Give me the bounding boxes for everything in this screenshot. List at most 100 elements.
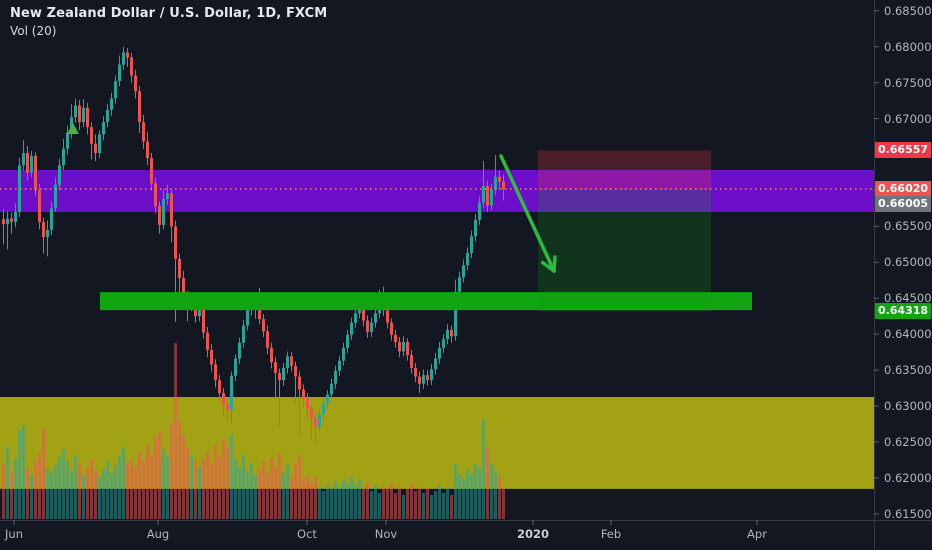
volume-bar xyxy=(182,435,185,519)
volume-bar xyxy=(46,469,49,519)
volume-bar xyxy=(330,489,333,519)
candle-body xyxy=(486,186,489,206)
candle-body xyxy=(430,369,433,381)
volume-bar xyxy=(2,464,5,519)
short-position-risk-zone[interactable] xyxy=(538,150,711,191)
candle-body xyxy=(82,107,85,123)
volume-bar xyxy=(154,437,157,519)
volume-bar xyxy=(474,464,477,519)
price-axis-label: 0.68500 xyxy=(884,3,932,18)
arrow-up-marker[interactable] xyxy=(67,123,79,134)
volume-bar xyxy=(366,483,369,519)
volume-bar xyxy=(502,489,505,519)
volume-bar xyxy=(10,471,13,519)
candle-body xyxy=(198,307,201,317)
candle-body xyxy=(302,389,305,399)
candle-body xyxy=(282,367,285,381)
candle-body xyxy=(398,342,401,352)
time-axis-label: Aug xyxy=(146,527,170,541)
volume-bar xyxy=(346,483,349,519)
volume-bar xyxy=(286,465,289,519)
candle-body xyxy=(50,208,53,230)
candle-body xyxy=(482,186,485,203)
volume-bar xyxy=(86,467,89,519)
time-axis-label: Jun xyxy=(5,527,23,541)
volume-bar xyxy=(450,495,453,519)
volume-bar xyxy=(454,464,457,519)
volume-bar xyxy=(98,477,101,519)
candle-body xyxy=(478,202,481,220)
candle-body xyxy=(406,342,409,355)
volume-bar xyxy=(198,467,201,519)
candle-body xyxy=(474,219,477,237)
time-axis[interactable]: Jun Aug Oct Nov 2020 Feb Apr xyxy=(0,520,932,550)
volume-bar xyxy=(162,449,165,519)
volume-bar xyxy=(258,469,261,519)
candle-body xyxy=(34,155,37,191)
volume-bar xyxy=(38,453,41,519)
candle-body xyxy=(414,367,417,377)
candle-body xyxy=(278,372,281,381)
candle-body xyxy=(386,310,389,323)
candle-body xyxy=(74,105,77,118)
volume-bar xyxy=(494,471,497,519)
volume-bar xyxy=(378,493,381,519)
volume-bar xyxy=(186,447,189,519)
candle-body xyxy=(98,134,101,154)
candle-body xyxy=(214,364,217,381)
candle-body xyxy=(118,64,121,82)
volume-bar xyxy=(30,475,33,519)
candle-body xyxy=(142,122,145,142)
candle-body xyxy=(2,219,5,225)
candle-body xyxy=(154,183,157,207)
candle-body xyxy=(390,322,393,335)
candle-body xyxy=(342,347,345,361)
candle-body xyxy=(126,52,129,58)
volume-bar xyxy=(170,424,173,519)
volume-bar xyxy=(102,469,105,519)
candle-body xyxy=(78,105,81,123)
time-axis-label: Oct xyxy=(297,527,317,541)
symbol-title[interactable]: New Zealand Dollar / U.S. Dollar, 1D, FX… xyxy=(10,6,328,21)
volume-bar xyxy=(342,479,345,519)
volume-bar xyxy=(78,463,81,519)
volume-bar xyxy=(106,461,109,519)
volume-bar xyxy=(386,489,389,519)
volume-bar xyxy=(26,467,29,519)
volume-bar xyxy=(390,483,393,519)
target-price-label: 0.64318 xyxy=(875,303,931,320)
candle-body xyxy=(10,218,13,223)
volume-bar xyxy=(166,457,169,519)
volume-bar xyxy=(302,479,305,519)
volume-indicator-label[interactable]: Vol (20) xyxy=(10,24,57,38)
candle-body xyxy=(374,313,377,323)
volume-bar xyxy=(6,447,9,519)
volume-bar xyxy=(58,457,61,519)
price-axis-label: 0.64000 xyxy=(884,327,932,342)
candle-body xyxy=(262,319,265,332)
candle-body xyxy=(362,308,365,321)
volume-bar xyxy=(434,491,437,519)
volume-bar xyxy=(242,455,245,519)
price-axis-label: 0.64500 xyxy=(884,291,932,306)
candle-body xyxy=(6,218,9,225)
volume-bar xyxy=(422,493,425,519)
candle-body xyxy=(318,413,321,427)
purple-zone-band[interactable] xyxy=(0,169,874,212)
time-axis-label: Nov xyxy=(374,527,398,541)
volume-bar xyxy=(18,431,21,519)
volume-bar xyxy=(190,455,193,519)
volume-bar xyxy=(274,467,277,519)
short-position-profit-zone[interactable] xyxy=(538,190,711,312)
candle-body xyxy=(38,190,41,223)
projection-arrow[interactable] xyxy=(499,154,556,273)
price-axis[interactable]: 0.685000.680000.675000.670000.665000.660… xyxy=(874,0,932,521)
volume-bar xyxy=(222,439,225,519)
candle-body xyxy=(470,236,473,253)
volume-bar xyxy=(54,465,57,519)
projection-arrowhead xyxy=(541,260,556,273)
yellow-zone-band[interactable] xyxy=(0,397,874,489)
candle-body xyxy=(178,258,181,279)
green-zone-band[interactable] xyxy=(100,292,752,311)
